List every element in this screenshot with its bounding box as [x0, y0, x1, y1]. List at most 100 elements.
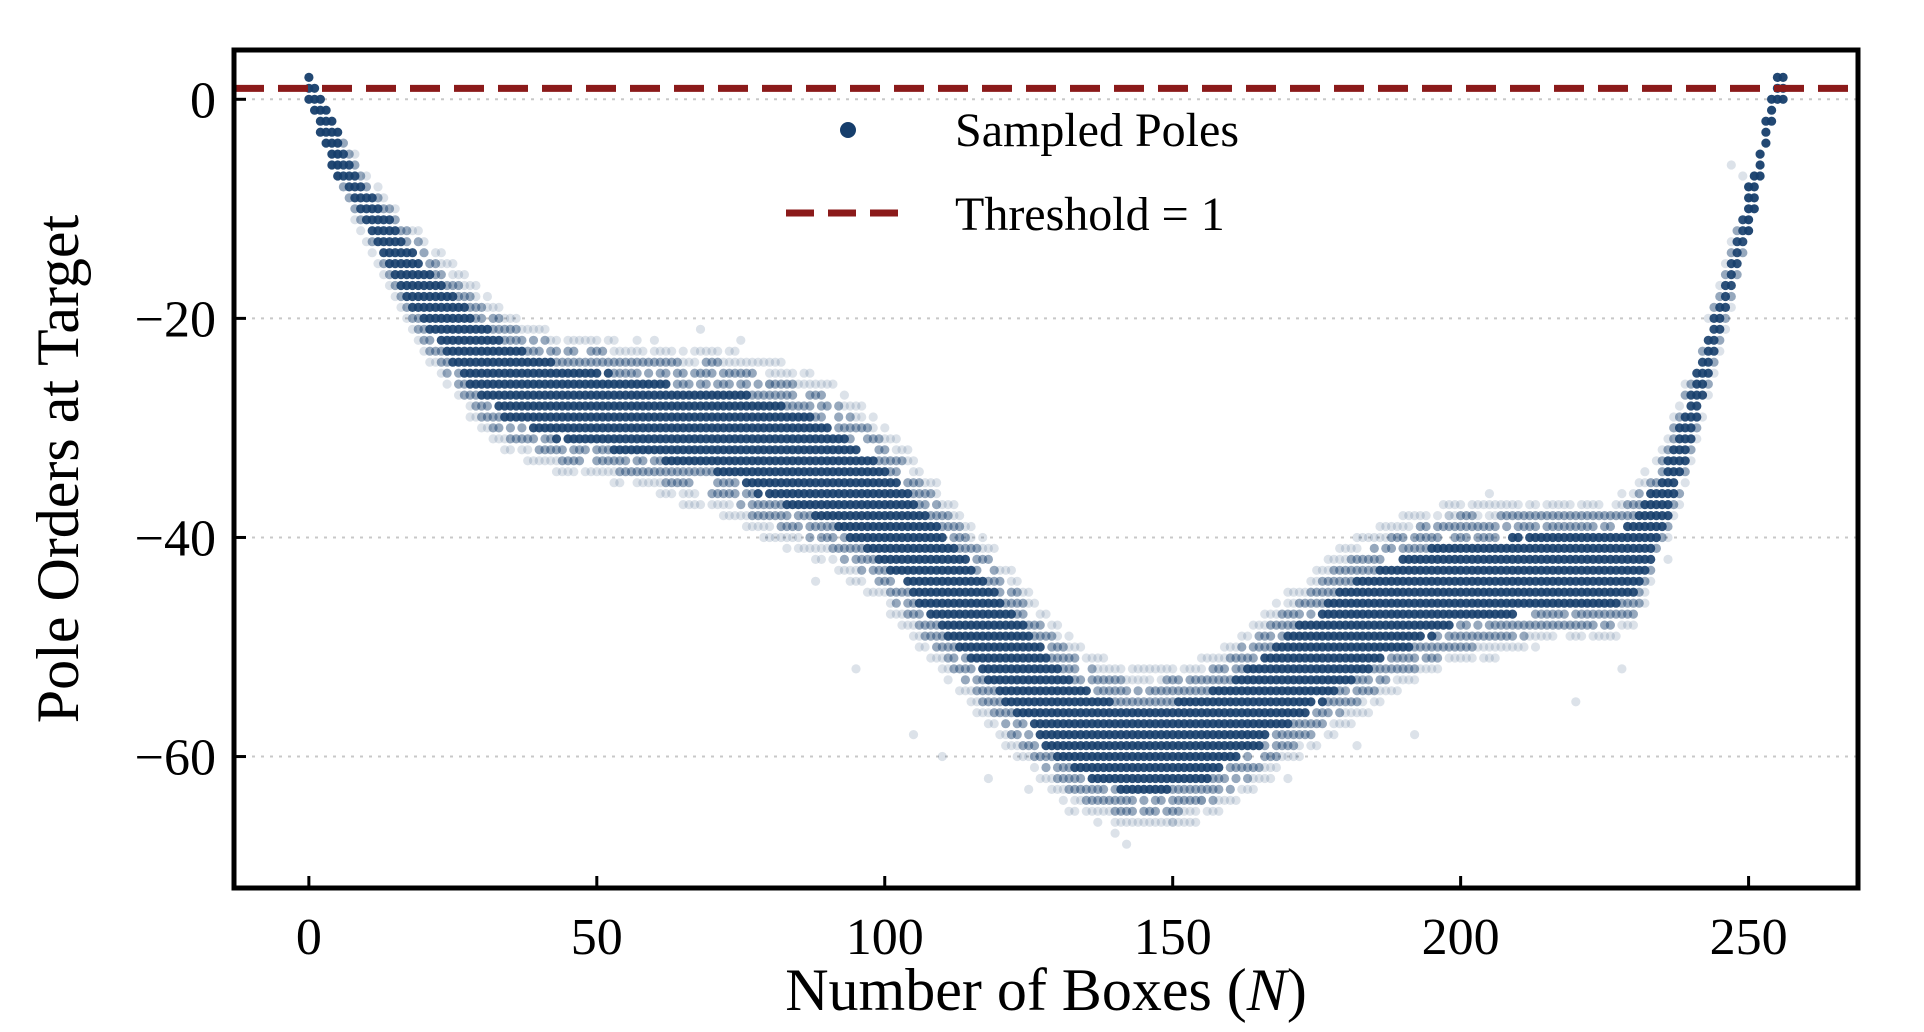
scatter-point — [649, 456, 660, 466]
scatter-point — [1674, 401, 1685, 411]
legend-marker-sampled-poles — [840, 122, 856, 138]
scatter-point — [569, 346, 579, 356]
scatter-point — [586, 346, 596, 356]
scatter-point — [379, 204, 389, 214]
scatter-point — [1225, 795, 1235, 806]
scatter-point — [1254, 620, 1264, 630]
scatter-point — [1669, 510, 1679, 521]
scatter-point — [459, 270, 469, 280]
scatter-point — [1168, 686, 1178, 696]
scatter-point — [1398, 510, 1408, 521]
scatter-point — [551, 456, 562, 466]
scatter-point — [1340, 697, 1351, 707]
scatter-point — [1208, 675, 1218, 685]
scatter-point — [511, 324, 521, 334]
scatter-point — [828, 554, 838, 565]
scatter-point — [955, 521, 965, 532]
scatter-point — [1358, 697, 1368, 707]
scatter-point — [1058, 642, 1068, 652]
scatter-point — [655, 346, 665, 356]
scatter-point — [897, 620, 907, 630]
scatter-point — [1219, 795, 1230, 806]
scatter-point — [1375, 664, 1385, 674]
scatter-point — [1461, 653, 1471, 663]
scatter-point — [1335, 708, 1345, 718]
scatter-point — [1208, 653, 1218, 663]
scatter-point — [1352, 543, 1362, 554]
scatter-point — [966, 532, 976, 543]
scatter-point — [1536, 620, 1546, 630]
scatter-point — [1116, 686, 1126, 696]
scatter-point — [908, 730, 919, 740]
scatter-point — [1410, 664, 1420, 674]
scatter-point — [868, 423, 878, 433]
y-tick-label: −60 — [135, 730, 216, 787]
scatter-point — [1173, 795, 1184, 806]
scatter-point — [1012, 576, 1022, 586]
scatter-point — [684, 379, 694, 389]
scatter-point — [937, 642, 947, 652]
scatter-point — [1479, 631, 1489, 641]
scatter-point — [1427, 631, 1437, 641]
scatter-point — [1277, 751, 1287, 762]
scatter-point — [1283, 730, 1293, 740]
scatter-point — [741, 489, 752, 499]
scatter-point — [1467, 631, 1477, 641]
scatter-point — [361, 171, 372, 181]
scatter-point — [1657, 521, 1667, 532]
scatter-point — [782, 521, 792, 532]
scatter-point — [1185, 817, 1195, 827]
scatter-point — [350, 149, 360, 159]
scatter-point — [1271, 741, 1281, 751]
scatter-point — [782, 532, 792, 543]
scatter-point — [1035, 631, 1045, 641]
scatter-point — [356, 182, 366, 192]
scatter-point — [1058, 784, 1068, 795]
scatter-point — [1386, 664, 1397, 674]
scatter-point — [983, 576, 994, 586]
scatter-point — [1490, 631, 1500, 641]
scatter-point — [741, 357, 752, 367]
scatter-point — [1542, 521, 1552, 532]
scatter-point — [908, 631, 919, 641]
scatter-point — [851, 412, 861, 422]
scatter-point — [1352, 565, 1362, 575]
scatter-point — [1340, 686, 1351, 696]
scatter-point — [805, 543, 815, 554]
scatter-point — [972, 565, 982, 575]
scatter-point — [621, 346, 631, 356]
scatter-point — [759, 510, 769, 521]
scatter-point — [592, 445, 602, 455]
scatter-point — [1099, 675, 1109, 685]
scatter-point — [978, 708, 988, 718]
scatter-point — [782, 390, 792, 400]
scatter-point — [482, 324, 492, 334]
axes-frame — [231, 47, 1861, 891]
scatter-point — [592, 456, 602, 466]
scatter-point — [1196, 795, 1207, 806]
scatter-point — [1674, 489, 1685, 499]
scatter-point — [1600, 510, 1610, 521]
scatter-point — [1306, 741, 1316, 751]
scatter-point — [1300, 708, 1310, 718]
scatter-point — [1024, 751, 1034, 762]
scatter-point — [874, 456, 884, 466]
scatter-point — [511, 313, 521, 323]
scatter-point — [1680, 445, 1690, 455]
scatter-point — [1398, 532, 1408, 543]
scatter-point — [574, 357, 585, 367]
scatter-point — [811, 390, 821, 400]
scatter-point — [914, 609, 924, 619]
scatter-point — [816, 532, 827, 543]
scatter-point — [1029, 751, 1040, 762]
scatter-point — [1600, 521, 1610, 532]
scatter-point — [563, 335, 573, 345]
scatter-point — [891, 609, 901, 619]
scatter-point — [1369, 532, 1379, 543]
scatter-point — [811, 412, 821, 422]
scatter-point — [695, 379, 706, 389]
scatter-point — [1484, 653, 1494, 663]
scatter-point — [626, 467, 637, 477]
x-axis-label-var: N — [1246, 957, 1290, 1023]
scatter-point — [1623, 620, 1633, 630]
